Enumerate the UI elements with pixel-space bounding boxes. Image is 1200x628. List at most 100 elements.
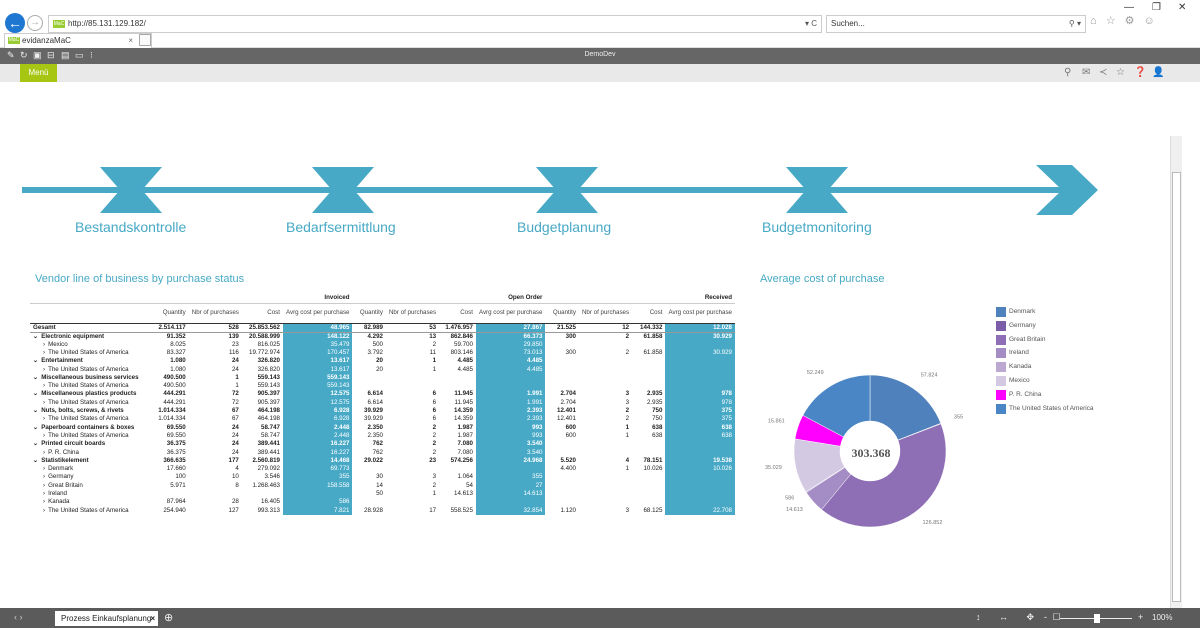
row-label[interactable]: › The United States of America (30, 506, 152, 514)
user-icon[interactable]: 👤 (1152, 67, 1165, 78)
table-group-row[interactable]: ⌄ Electronic equipment 91.352 139 20.588.999… (30, 332, 735, 341)
star-icon[interactable]: ☆ (1116, 67, 1125, 78)
collapse-chevron-icon[interactable]: ⌄ (33, 373, 39, 381)
legend-item[interactable]: The United States of America (996, 403, 1094, 418)
sheet-tab[interactable]: Prozess Einkaufsplanung × (55, 611, 158, 626)
expand-chevron-icon[interactable]: › (43, 340, 46, 348)
new-tab-icon[interactable] (139, 34, 151, 46)
expand-chevron-icon[interactable]: › (43, 398, 46, 406)
row-label[interactable]: › P. R. China (30, 448, 152, 456)
row-label[interactable]: › The United States of America (30, 399, 152, 407)
zoom-slider-handle[interactable] (1094, 614, 1100, 623)
row-label[interactable]: ⌄ Miscellaneous plastics products (30, 390, 152, 398)
search-field[interactable]: Suchen... ⚲ ▾ (826, 15, 1086, 33)
table-row[interactable]: › The United States of America 490.500 1 559… (30, 381, 735, 391)
tab-close-icon[interactable]: × (128, 36, 133, 45)
help-icon[interactable]: ❓ (1134, 67, 1147, 78)
row-label[interactable]: › Kanada (30, 498, 152, 506)
table-group-row[interactable]: ⌄ Statistikelement 366.635 177 2.560.819 14.4… (30, 456, 735, 465)
table-row[interactable]: › Kanada 87.964 28 16.405 586 (30, 498, 735, 507)
search-icon[interactable]: ⚲ (1064, 67, 1072, 78)
expand-chevron-icon[interactable]: › (43, 465, 46, 473)
edit-icon[interactable]: ✎ (7, 50, 15, 60)
expand-chevron-icon[interactable]: › (43, 448, 46, 456)
table-group-row[interactable]: ⌄ Printed circuit boards 36.375 24 389.441 16… (30, 440, 735, 449)
add-sheet-icon[interactable]: ⊕ (164, 612, 174, 624)
legend-item[interactable]: Germany (996, 320, 1094, 335)
legend-item[interactable]: Mexico (996, 375, 1094, 390)
table-group-row[interactable]: Gesamt 2.514.117 528 25.853.562 48.965 82.989… (30, 323, 735, 333)
collapse-chevron-icon[interactable]: ⌄ (33, 357, 39, 365)
table-icon[interactable]: ▤ (61, 50, 70, 60)
legend-item[interactable]: Denmark (996, 307, 1094, 321)
forward-arrow-icon[interactable]: → (27, 15, 43, 31)
row-label[interactable]: › Great Britain (30, 482, 152, 490)
reload-icon[interactable]: ↻ (20, 50, 28, 60)
collapse-chevron-icon[interactable]: ⌄ (33, 332, 39, 340)
expand-chevron-icon[interactable]: › (43, 473, 46, 481)
collapse-chevron-icon[interactable]: ⌄ (33, 440, 39, 448)
row-label[interactable]: ⌄ Electronic equipment (30, 332, 152, 341)
home-favorites-settings-icons[interactable]: ⌂ ☆ ⚙ ☺ (1090, 15, 1158, 27)
menu-button[interactable]: Menü (20, 64, 57, 82)
row-label[interactable]: › Germany (30, 473, 152, 481)
expand-chevron-icon[interactable]: › (43, 431, 46, 439)
flow-step-4[interactable]: Budgetmonitoring (762, 219, 872, 235)
row-label[interactable]: ⌄ Nuts, bolts, screws, & rivets (30, 407, 152, 415)
sheet-close-icon[interactable]: × (150, 614, 155, 623)
restore-icon[interactable]: ❐ (1152, 2, 1161, 13)
close-window-icon[interactable]: ✕ (1178, 2, 1187, 13)
scrollbar-thumb[interactable] (1172, 172, 1181, 602)
share-icon[interactable]: ≺ (1099, 67, 1108, 78)
expand-chevron-icon[interactable]: › (43, 506, 46, 514)
flow-step-2[interactable]: Bedarfsermittlung (286, 219, 396, 235)
minimize-icon[interactable]: — (1124, 2, 1134, 13)
flow-step-3[interactable]: Budgetplanung (517, 219, 612, 235)
table-row[interactable]: › The United States of America 254.940 127 9… (30, 506, 735, 515)
expand-chevron-icon[interactable]: › (43, 415, 46, 423)
row-label[interactable]: › The United States of America (30, 365, 152, 373)
expand-chevron-icon[interactable]: › (43, 489, 46, 497)
vertical-scrollbar[interactable] (1170, 136, 1182, 608)
row-label[interactable]: › The United States of America (30, 432, 152, 440)
row-label[interactable]: › The United States of America (30, 415, 152, 423)
view-tools-icons[interactable]: ↕ ↔ ✥ ☐ (976, 612, 1069, 622)
table-row[interactable]: › P. R. China 36.375 24 389.441 16.227 762 2 7.0… (30, 448, 735, 457)
zoom-out-icon[interactable]: - (1044, 612, 1047, 622)
zoom-in-icon[interactable]: + (1138, 612, 1144, 622)
row-label[interactable]: › Denmark (30, 465, 152, 473)
legend-item[interactable]: Kanada (996, 362, 1094, 376)
legend-item[interactable]: Ireland (996, 348, 1094, 362)
table-group-row[interactable]: ⌄ Miscellaneous business services 490.500 1… (30, 373, 735, 382)
collapse-chevron-icon[interactable]: ⌄ (33, 407, 39, 415)
expand-chevron-icon[interactable]: › (43, 481, 46, 489)
browser-tab[interactable]: MaC evidanzaMaC × (4, 33, 152, 48)
expand-chevron-icon[interactable]: › (43, 348, 46, 356)
row-label[interactable]: › The United States of America (30, 349, 152, 357)
legend-item[interactable]: P. R. China (996, 389, 1094, 404)
row-label[interactable]: ⌄ Printed circuit boards (30, 440, 152, 448)
row-label[interactable]: › Ireland (30, 490, 152, 498)
table-row[interactable]: › Denmark 17.660 4 279.092 69.773 4.400 1 10.026… (30, 464, 735, 474)
table-row[interactable]: › The United States of America 444.291 72 90… (30, 398, 735, 407)
table-row[interactable]: › Mexico 8.025 23 816.025 35.479 500 2 59.700 29.… (30, 340, 735, 349)
expand-chevron-icon[interactable]: › (43, 365, 46, 373)
back-arrow-icon[interactable]: ← (5, 13, 25, 33)
table-group-row[interactable]: ⌄ Miscellaneous plastics products 444.291 7… (30, 390, 735, 399)
row-label[interactable]: › The United States of America (30, 382, 152, 390)
row-label[interactable]: Gesamt (30, 323, 153, 333)
overflow-icon[interactable]: ⁝ (90, 50, 93, 60)
row-label[interactable]: ⌄ Miscellaneous business services (30, 374, 152, 382)
sheet-nav-icon[interactable]: ‹ › (14, 612, 23, 622)
collapse-chevron-icon[interactable]: ⌄ (33, 390, 39, 398)
collapse-chevron-icon[interactable]: ⌄ (33, 456, 39, 464)
table-row[interactable]: › Ireland 50 1 14.613 14.613 (30, 489, 735, 499)
row-label[interactable]: ⌄ Statistikelement (30, 457, 152, 465)
table-group-row[interactable]: ⌄ Paperboard containers & boxes 69.550 24 58… (30, 423, 735, 432)
table-row[interactable]: › The United States of America 1.080 24 326.… (30, 365, 735, 374)
row-label[interactable]: › Mexico (30, 341, 152, 349)
row-label[interactable]: ⌄ Paperboard containers & boxes (30, 423, 152, 431)
mail-icon[interactable]: ✉ (1082, 67, 1091, 78)
expand-chevron-icon[interactable]: › (43, 382, 46, 390)
legend-item[interactable]: Great Britain (996, 334, 1094, 349)
